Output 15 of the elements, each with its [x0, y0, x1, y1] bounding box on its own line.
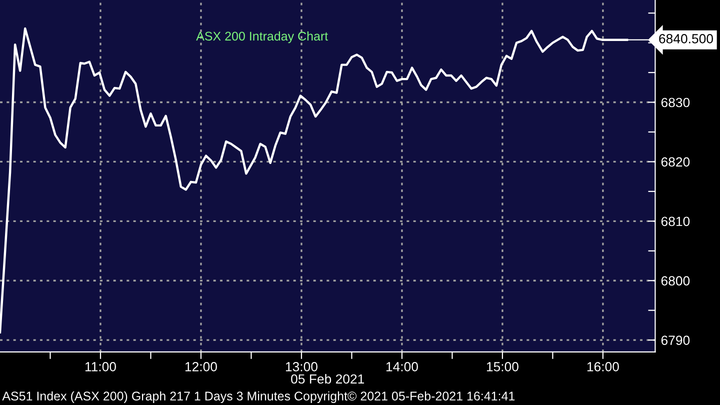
x-axis-title: 05 Feb 2021 [291, 374, 364, 384]
annotation: 6840.500 [659, 34, 713, 44]
x-tick-label: 16:00 [587, 362, 619, 372]
text: AS51 Index (ASX 200) Graph 217 1 Days 3 Minutes Copyright© 2021 05-Feb-2021 16:41:41 [2, 391, 515, 403]
y-tick-label: 6800 [661, 276, 690, 286]
y-tick-label: 6790 [661, 336, 690, 345]
y-tick-label: 6820 [661, 157, 690, 167]
x-tick-label: 12:00 [185, 362, 217, 372]
x-tick-label: 11:00 [85, 362, 116, 372]
x-tick-label: 14:00 [386, 362, 418, 372]
y-tick-label: 6810 [661, 216, 690, 226]
y-tick-label: 6830 [661, 98, 690, 108]
text: ASX 200 Intraday Chart [196, 31, 328, 44]
x-tick-label: 15:00 [486, 362, 518, 372]
x-tick-label: 13:00 [286, 362, 318, 372]
